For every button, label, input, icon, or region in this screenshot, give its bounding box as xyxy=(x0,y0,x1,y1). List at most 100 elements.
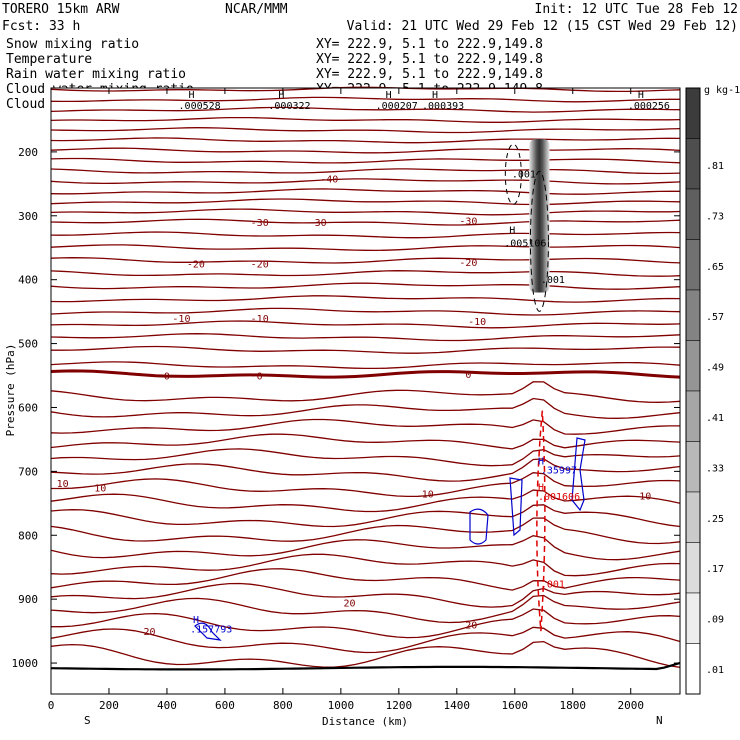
isotherm-line xyxy=(50,433,681,450)
isotherm-line xyxy=(50,361,681,370)
isotherm-label: 20 xyxy=(344,598,356,609)
rain-contour-label: .001 xyxy=(541,580,565,591)
hi-marker: H xyxy=(189,90,195,101)
cloud-water-contour xyxy=(571,437,586,512)
hi-marker: H xyxy=(278,90,284,101)
cloud-ice-contour xyxy=(504,143,522,205)
snow-column xyxy=(529,139,550,293)
isotherm-line xyxy=(50,626,681,654)
snow-contour-label: .001 xyxy=(512,169,536,180)
colorbar-segment xyxy=(685,390,701,442)
isotherm-label: 0 xyxy=(257,372,263,383)
hi-marker: H xyxy=(538,456,544,467)
isotherm-label: 0 xyxy=(164,372,170,383)
org-label: NCAR/MMM xyxy=(225,2,288,17)
colorbar-tick-label: .01 xyxy=(706,665,724,676)
forecast-hour: Fcst: 33 h xyxy=(2,19,80,34)
isotherm-line xyxy=(50,218,681,226)
y-axis-label: Pressure (hPa) xyxy=(4,344,17,437)
y-tick-label: 800 xyxy=(18,529,38,542)
x-tick-label: 1000 xyxy=(328,699,355,712)
cloud-water-max-label: .157793 xyxy=(190,624,232,635)
isotherm-line xyxy=(50,320,681,329)
y-tick-label: 200 xyxy=(18,146,38,159)
cloud-water-contour xyxy=(194,622,222,641)
cloud-ice-label: .000207 xyxy=(376,101,418,112)
colorbar-tick-label: .73 xyxy=(706,211,724,222)
y-tick-label: 1000 xyxy=(12,657,39,670)
isotherm-line xyxy=(50,489,681,513)
y-tick-label: 900 xyxy=(18,593,38,606)
x-tick-label: 1600 xyxy=(502,699,529,712)
isotherm-label: -30 xyxy=(251,218,269,229)
isotherm-line xyxy=(50,86,681,93)
isotherm-line xyxy=(50,198,681,206)
isotherm-line xyxy=(50,147,681,154)
isotherm-line xyxy=(50,504,681,528)
isotherm-label: -20 xyxy=(187,260,205,271)
colorbar-tick-label: .49 xyxy=(706,363,724,374)
isotherm-line xyxy=(50,96,680,103)
isotherm-line xyxy=(50,535,681,561)
isotherm-line xyxy=(50,231,681,239)
snow-max-label: .005106 xyxy=(504,238,546,249)
isotherm-label: 10 xyxy=(57,479,69,490)
isotherm-line xyxy=(50,282,681,290)
colorbar: g kg-1 .01 .09 .17 .25 .33 .41 .49 .57 .65 .73 .81 xyxy=(685,85,740,695)
isotherm-line xyxy=(50,257,681,264)
legend-name: Rain water mixing ratio xyxy=(6,67,186,82)
y-tick-label: 500 xyxy=(18,338,38,351)
isotherm-label: 10 xyxy=(639,492,651,503)
cloud-ice-label: .000393 xyxy=(422,101,464,112)
isotherm-line xyxy=(50,418,680,435)
cloud-water-contour xyxy=(469,508,489,545)
init-time: Init: 12 UTC Tue 28 Feb 12 xyxy=(535,2,739,17)
hi-marker: H xyxy=(386,90,392,101)
valid-time: Valid: 21 UTC Wed 29 Feb 12 (15 CST Wed … xyxy=(347,19,738,34)
colorbar-segment xyxy=(685,542,701,594)
isotherm-label: 20 xyxy=(144,627,156,638)
isotherm-line xyxy=(50,381,681,403)
snow-contour-label: .001 xyxy=(541,275,565,286)
terrain-line xyxy=(50,661,681,671)
cloud-water-max-label: .35997 xyxy=(541,465,577,476)
isotherm-line xyxy=(51,345,681,354)
south-end-label: S xyxy=(84,714,91,727)
colorbar-segment xyxy=(685,239,701,291)
isotherm-label: -20 xyxy=(251,260,269,271)
isotherm-line xyxy=(50,244,681,252)
hi-marker: H xyxy=(638,90,644,101)
isotherm-line xyxy=(50,106,681,113)
cloud-ice-label: .000256 xyxy=(628,101,670,112)
rain-water-contours xyxy=(536,410,546,632)
colorbar-tick-label: .81 xyxy=(706,161,724,172)
isotherm-line xyxy=(50,307,681,316)
colorbar-segment xyxy=(685,491,701,543)
isotherm-label: -10 xyxy=(251,314,269,325)
isotherm-line xyxy=(50,168,681,175)
isotherm-label: 10 xyxy=(94,483,106,494)
isotherm-label: -30 xyxy=(309,218,327,229)
colorbar-tick-label: .65 xyxy=(706,262,724,273)
isotherm-label: -40 xyxy=(320,175,338,186)
x-tick-label: 0 xyxy=(48,699,55,712)
isotherm-line xyxy=(50,594,681,624)
isotherm-line xyxy=(50,397,681,419)
isotherm-line xyxy=(50,137,681,144)
isotherm-label: -20 xyxy=(459,258,477,269)
colorbar-segment xyxy=(685,643,701,695)
x-axis-label: Distance (km) xyxy=(322,715,408,728)
x-tick-label: 2000 xyxy=(617,699,644,712)
isotherm-line xyxy=(51,472,681,498)
hi-marker: H xyxy=(432,90,438,101)
isotherm-line xyxy=(50,568,681,591)
isotherm-label: -30 xyxy=(459,216,477,227)
isotherm-line xyxy=(50,295,681,303)
cloud-water-contour xyxy=(509,477,523,537)
y-tick-label: 600 xyxy=(18,401,38,414)
isotherm-line xyxy=(50,157,681,164)
contour-labels: -40 -30 -30 -30 -20 -20 -20 -10 -10 -10 0 0 0 10 10 10 1… xyxy=(57,90,670,638)
isotherm-line xyxy=(51,608,681,639)
isotherm-line xyxy=(50,270,681,277)
